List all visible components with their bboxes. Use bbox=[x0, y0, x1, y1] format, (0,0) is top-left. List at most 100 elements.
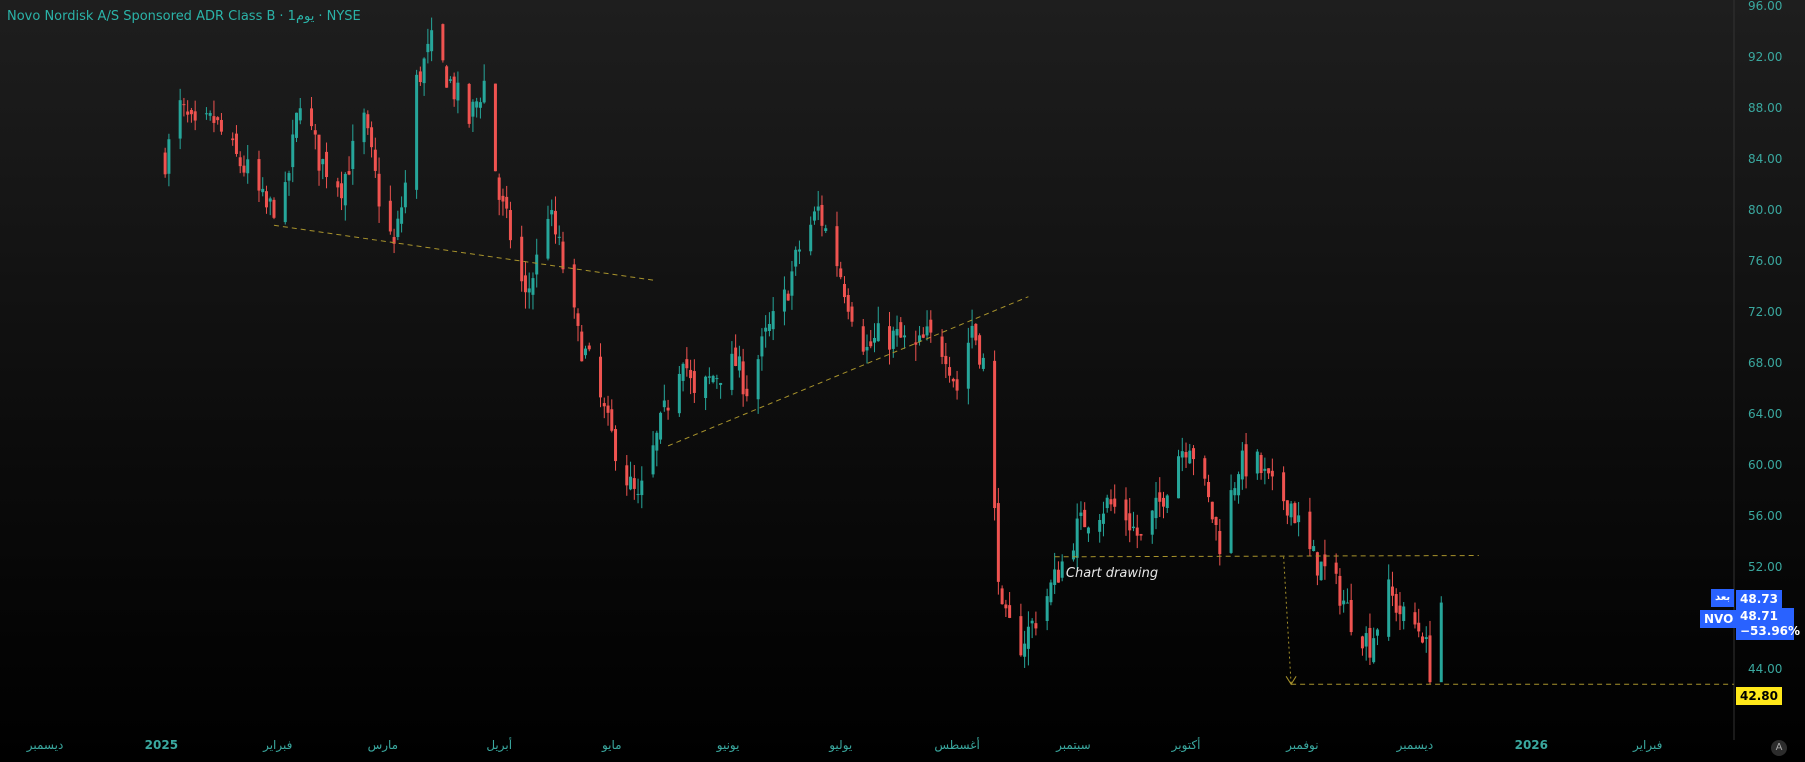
candle-body bbox=[167, 139, 171, 174]
symbol-name: Novo Nordisk A/S Sponsored ADR Class B bbox=[7, 9, 276, 24]
candle-body bbox=[1402, 606, 1406, 622]
candle-body bbox=[614, 429, 618, 462]
candle-body bbox=[283, 182, 287, 223]
candle-body bbox=[790, 271, 794, 296]
candle-body bbox=[1008, 605, 1012, 618]
candle-body bbox=[426, 43, 430, 53]
candle-body bbox=[1323, 554, 1327, 567]
y-tick-label: 88.00 bbox=[1748, 101, 1782, 115]
candle-body bbox=[321, 159, 325, 165]
candle-body bbox=[482, 80, 486, 103]
candle-body bbox=[692, 371, 696, 393]
ticker-tag: NVO bbox=[1700, 610, 1738, 628]
candle-body bbox=[677, 373, 681, 414]
candle-body bbox=[1150, 510, 1154, 535]
candle-body bbox=[377, 173, 381, 207]
x-tick-label: أغسطس bbox=[934, 737, 979, 753]
candle-body bbox=[1083, 509, 1087, 528]
interval: 1يوم bbox=[287, 9, 315, 24]
drawing-horizontal bbox=[1054, 555, 1479, 558]
candle-body bbox=[1342, 600, 1346, 605]
candle-body bbox=[1192, 448, 1196, 460]
candle-body bbox=[1023, 643, 1027, 657]
candle-body bbox=[1105, 497, 1109, 509]
candle-body bbox=[1158, 492, 1162, 502]
x-tick-label: يونيو bbox=[716, 738, 740, 753]
candle-body bbox=[313, 130, 317, 135]
candle-body bbox=[388, 200, 392, 232]
candle-body bbox=[403, 182, 407, 208]
auto-scale-button[interactable]: A bbox=[1771, 740, 1787, 756]
candle-body bbox=[1259, 455, 1263, 474]
drawing-arrow bbox=[1283, 556, 1292, 685]
candle-body bbox=[704, 376, 708, 398]
candle-body bbox=[745, 388, 749, 397]
candle-body bbox=[707, 376, 711, 378]
candle-body bbox=[1334, 562, 1338, 574]
x-tick-label: فبراير bbox=[1632, 738, 1662, 753]
candle-body bbox=[719, 382, 723, 385]
candle-body bbox=[925, 326, 929, 336]
candle-body bbox=[336, 181, 340, 188]
y-tick-label: 64.00 bbox=[1748, 407, 1782, 421]
candle-body bbox=[809, 224, 813, 252]
candle-body bbox=[1428, 635, 1432, 683]
candle-body bbox=[689, 369, 693, 379]
candle-body bbox=[767, 323, 771, 331]
candle-body bbox=[1086, 527, 1090, 534]
candle-body bbox=[572, 264, 576, 308]
y-tick-label: 80.00 bbox=[1748, 203, 1782, 217]
x-tick-label: مايو bbox=[601, 738, 622, 753]
y-tick-label: 68.00 bbox=[1748, 356, 1782, 370]
x-tick-label: سبتمبر bbox=[1055, 738, 1090, 753]
candle-body bbox=[741, 361, 745, 395]
candle-body bbox=[715, 378, 719, 380]
candle-body bbox=[557, 236, 561, 238]
candle-body bbox=[238, 157, 242, 167]
candle-body bbox=[929, 319, 933, 333]
x-tick-label: يوليو bbox=[828, 738, 852, 753]
candle-body bbox=[430, 30, 434, 52]
candle-body bbox=[1308, 511, 1312, 550]
candle-body bbox=[216, 117, 220, 121]
candle-body bbox=[471, 101, 475, 117]
candle-body bbox=[546, 218, 550, 259]
candle-body bbox=[212, 116, 216, 123]
change-percent: −53.96% bbox=[1740, 624, 1801, 638]
candle-body bbox=[944, 355, 948, 365]
candle-body bbox=[824, 228, 828, 232]
candle-body bbox=[1184, 452, 1188, 458]
candle-body bbox=[948, 367, 952, 376]
candle-body bbox=[1135, 527, 1139, 536]
candle-body bbox=[584, 348, 588, 356]
candle-body bbox=[839, 268, 843, 278]
candle-body bbox=[576, 313, 580, 326]
candle-body bbox=[1263, 468, 1267, 471]
candle-body bbox=[1267, 468, 1271, 474]
candle-body bbox=[771, 311, 775, 330]
candle-body bbox=[396, 218, 400, 237]
chart-drawing-note: Chart drawing bbox=[1066, 566, 1158, 581]
target-price-tag: 42.80 bbox=[1736, 687, 1782, 705]
candle-body bbox=[869, 341, 873, 347]
candle-body bbox=[373, 149, 377, 171]
candle-body bbox=[1079, 512, 1083, 516]
candle-body bbox=[816, 206, 820, 211]
candle-body bbox=[1229, 490, 1233, 553]
candle-body bbox=[711, 375, 715, 383]
candle-body bbox=[632, 478, 636, 489]
candle-body bbox=[1049, 582, 1053, 603]
candle-body bbox=[974, 323, 978, 341]
candle-body bbox=[1026, 626, 1030, 649]
candle-body bbox=[1180, 451, 1184, 458]
candle-body bbox=[317, 134, 321, 171]
candle-body bbox=[1368, 627, 1372, 658]
candle-body bbox=[1053, 569, 1057, 585]
candle-body bbox=[914, 342, 918, 345]
candle-body bbox=[797, 249, 801, 252]
candle-body bbox=[794, 249, 798, 267]
candle-body bbox=[295, 112, 299, 138]
candle-body bbox=[257, 159, 261, 191]
